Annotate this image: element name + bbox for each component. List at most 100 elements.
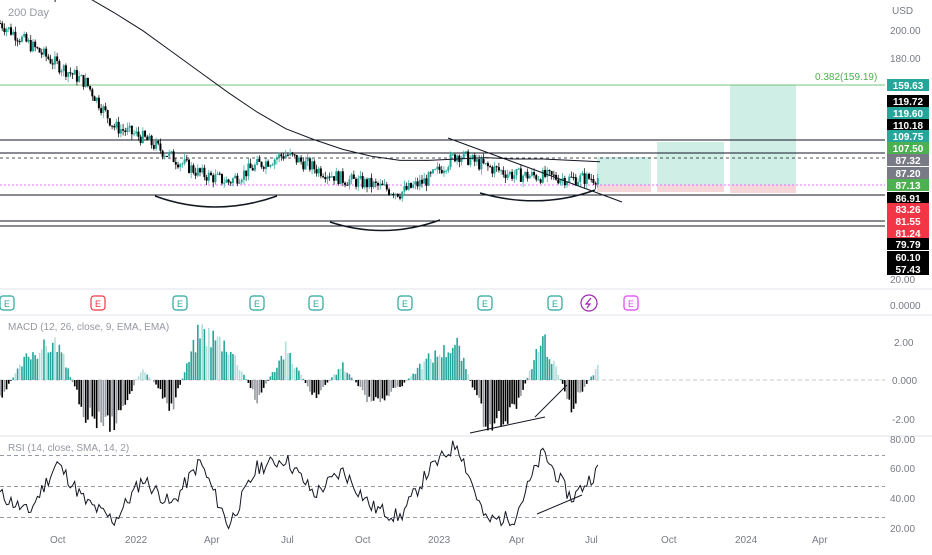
macd-histogram-bar: [364, 380, 366, 395]
candle-body: [526, 172, 528, 179]
candle-body: [315, 169, 317, 173]
macd-histogram-bar: [441, 357, 443, 380]
candle-body: [208, 173, 210, 181]
candle-body: [201, 168, 203, 173]
candle-body: [252, 168, 254, 170]
macd-histogram-bar: [26, 353, 28, 380]
macd-histogram-bar: [197, 325, 199, 380]
candle-body: [575, 177, 577, 185]
macd-histogram-bar: [228, 354, 230, 380]
candle-body: [535, 175, 537, 179]
macd-histogram-bar: [470, 380, 472, 381]
macd-histogram-bar: [39, 353, 41, 380]
candle-body: [368, 178, 370, 187]
candle-body: [469, 159, 471, 165]
candle-body: [595, 183, 597, 185]
macd-histogram-bar: [533, 360, 535, 380]
candle-body: [94, 96, 96, 101]
candle-body: [557, 180, 559, 184]
candle-body: [219, 174, 221, 175]
macd-histogram-bar: [327, 380, 329, 383]
macd-histogram-bar: [289, 353, 291, 380]
candle-body: [353, 175, 355, 179]
macd-histogram-bar: [322, 380, 324, 387]
candle-body: [122, 129, 124, 130]
macd-histogram-bar: [21, 366, 23, 380]
macd-histogram-bar: [210, 347, 212, 380]
candle-body: [298, 157, 300, 162]
candle-body: [197, 168, 199, 175]
candle-body: [181, 163, 183, 164]
macd-histogram-bar: [70, 377, 72, 380]
candle-body: [87, 78, 89, 86]
macd-histogram-bar: [542, 336, 544, 380]
macd-histogram-bar: [459, 346, 461, 380]
macd-histogram-bar: [371, 380, 373, 401]
macd-histogram-bar: [12, 378, 14, 380]
macd-histogram-bar: [340, 369, 342, 380]
macd-histogram-bar: [98, 380, 100, 412]
candle-body: [32, 42, 34, 52]
candle-body: [320, 168, 322, 176]
candle-body: [515, 169, 517, 175]
candle-body: [421, 180, 423, 184]
macd-histogram-bar: [318, 380, 320, 394]
macd-histogram-bar: [8, 380, 10, 384]
candle-body: [269, 165, 271, 167]
macd-histogram-bar: [311, 380, 313, 395]
macd-histogram-bar: [584, 380, 586, 387]
candle-body: [217, 174, 219, 175]
macd-histogram-bar: [355, 380, 357, 382]
candle-body: [72, 73, 74, 74]
macd-histogram-bar: [377, 380, 379, 398]
candle-body: [465, 152, 467, 153]
candle-body: [1, 23, 3, 28]
macd-histogram-bar: [287, 353, 289, 380]
currency-label: USD: [892, 6, 913, 17]
candle-body: [456, 156, 458, 162]
macd-histogram-bar: [439, 354, 441, 380]
macd-histogram-bar: [81, 380, 83, 407]
price-tag-label: 81.55: [895, 217, 920, 228]
macd-histogram-bar: [333, 374, 335, 380]
candle-body: [164, 156, 166, 157]
candle-body: [579, 175, 581, 182]
candle-body: [239, 182, 241, 183]
macd-histogram-bar: [410, 376, 412, 380]
macd-histogram-bar: [256, 380, 258, 403]
macd-histogram-bar: [208, 328, 210, 380]
candle-body: [142, 131, 144, 143]
macd-histogram-bar: [252, 380, 254, 389]
macd-axis-tick: 2.00: [894, 338, 914, 349]
candle-body: [399, 197, 401, 199]
macd-histogram-bar: [560, 379, 562, 380]
macd-histogram-bar: [390, 380, 392, 392]
candle-body: [47, 57, 49, 59]
macd-histogram-bar: [265, 380, 267, 384]
macd-histogram-bar: [223, 341, 225, 380]
candle-body: [188, 160, 190, 173]
macd-histogram-bar: [204, 329, 206, 380]
macd-histogram-bar: [307, 380, 309, 386]
macd-histogram-bar: [219, 337, 221, 380]
macd-histogram-bar: [175, 380, 177, 397]
pattern-arc-head: [330, 220, 440, 231]
macd-histogram-bar: [201, 324, 203, 380]
macd-histogram-bar: [522, 380, 524, 390]
time-axis-label: 2023: [428, 535, 451, 546]
time-axis-label: Oct: [661, 535, 677, 546]
time-axis-label: Apr: [204, 535, 220, 546]
price-tag-label: 109.75: [893, 132, 924, 143]
candle-body: [478, 159, 480, 169]
macd-histogram-bar: [100, 380, 102, 423]
macd-histogram-bar: [423, 362, 425, 380]
candle-body: [76, 70, 78, 82]
macd-histogram-bar: [195, 352, 197, 380]
candle-body: [388, 189, 390, 194]
macd-histogram-bar: [502, 380, 504, 424]
macd-histogram-bar: [28, 357, 30, 380]
candle-body: [333, 176, 335, 180]
candle-body: [302, 162, 304, 170]
candle-body: [476, 159, 478, 162]
